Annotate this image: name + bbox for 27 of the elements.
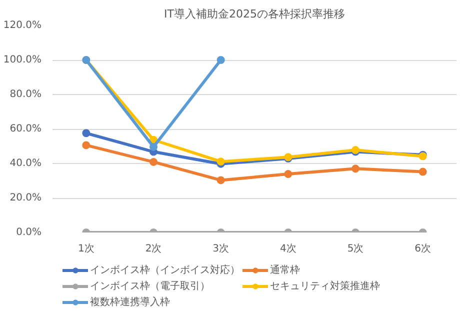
legend-label: インボイス枠（電子取引） xyxy=(90,280,211,293)
point xyxy=(82,129,90,138)
point xyxy=(216,176,225,184)
y-tick-label: 80.0% xyxy=(10,89,42,100)
point xyxy=(150,158,158,166)
point xyxy=(82,141,90,150)
x-tick-label: 5次 xyxy=(347,244,364,254)
x-tick-label: 2次 xyxy=(145,244,162,254)
y-tick-label: 120.0% xyxy=(3,20,42,31)
point xyxy=(150,142,158,151)
legend-label: セキュリティ対策推進枠 xyxy=(270,280,381,293)
y-tick-label: 20.0% xyxy=(10,192,42,204)
x-tick-label: 1次 xyxy=(78,244,94,254)
x-tick-label: 6次 xyxy=(414,244,432,254)
chart-title: IT導入補助金2025の各枠採択率推移 xyxy=(164,8,345,20)
x-tick-label: 3次 xyxy=(212,244,230,254)
point xyxy=(352,164,360,173)
y-tick-label: 60.0% xyxy=(10,124,42,134)
legend-label: インボイス枠（インボイス対応） xyxy=(90,264,240,277)
point xyxy=(284,170,292,178)
y-tick-label: 40.0% xyxy=(10,158,42,169)
x-tick-label: 4次 xyxy=(280,244,296,254)
point xyxy=(418,168,427,176)
y-tick-label: 0.0% xyxy=(16,227,42,238)
y-tick-label: 100.0% xyxy=(3,54,42,66)
legend-label: 複数枠連携導入枠 xyxy=(90,296,171,309)
legend-label: 通常枠 xyxy=(270,264,301,277)
